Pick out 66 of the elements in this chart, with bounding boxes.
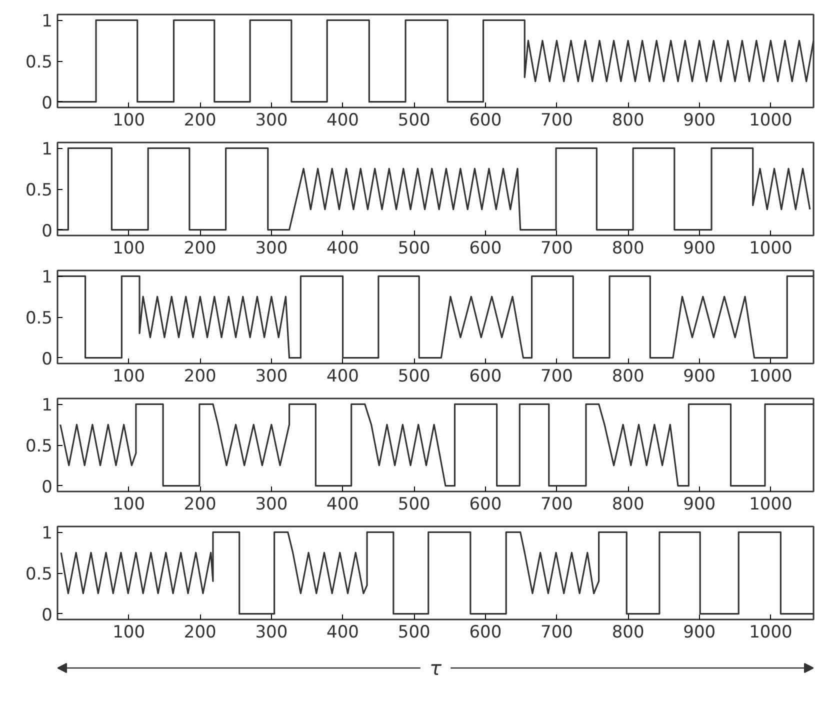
y-tick-label: 0 [42,349,53,370]
x-tick-label: 500 [398,238,430,258]
x-tick-label: 300 [255,110,288,130]
x-tick-label: 800 [612,622,644,642]
x-tick-label: 900 [683,622,716,642]
x-tick-label: 200 [184,238,216,258]
x-tick-label: 1000 [749,622,792,642]
x-tick-label: 400 [326,238,360,258]
y-tick-label: 0.5 [25,436,53,456]
x-tick-label: 800 [612,366,644,386]
x-tick-label: 100 [112,238,146,258]
x-tick-label: 900 [683,494,716,514]
x-tick-label: 200 [184,622,216,642]
x-tick-label: 1000 [749,366,792,386]
x-tick-label: 300 [255,622,288,642]
y-tick-label: 1 [42,12,53,32]
x-tick-label: 200 [184,110,216,130]
x-tick-label: 300 [255,494,288,514]
x-tick-label: 700 [540,110,573,130]
x-tick-label: 500 [398,366,430,386]
x-tick-label: 700 [540,494,573,514]
x-tick-label: 400 [326,110,360,130]
y-tick-label: 0 [42,477,53,498]
y-tick-label: 0.5 [25,52,53,72]
y-tick-label: 0.5 [25,564,53,584]
x-tick-label: 500 [398,110,430,130]
x-tick-label: 500 [398,622,430,642]
y-tick-label: 1 [42,396,53,416]
x-tick-label: 900 [683,238,716,258]
y-tick-label: 1 [42,524,53,544]
y-tick-label: 1 [42,268,53,288]
x-tick-label: 200 [184,494,216,514]
x-tick-label: 600 [469,238,502,258]
x-tick-label: 300 [255,238,288,258]
x-tick-label: 700 [540,238,573,258]
x-tick-label: 800 [612,494,644,514]
x-tick-label: 500 [398,494,430,514]
x-tick-label: 400 [326,494,360,514]
x-tick-label: 100 [112,494,146,514]
x-tick-label: 800 [612,110,644,130]
y-tick-label: 1 [42,140,53,160]
x-tick-label: 400 [326,622,360,642]
y-tick-label: 0.5 [25,308,53,328]
x-tick-label: 700 [540,622,573,642]
x-tick-label: 700 [540,366,573,386]
x-tick-label: 900 [683,366,716,386]
y-tick-label: 0 [42,605,53,626]
x-tick-label: 900 [683,110,716,130]
y-tick-label: 0.5 [25,180,53,200]
x-tick-label: 600 [469,110,502,130]
x-tick-label: 1000 [749,494,792,514]
x-tick-label: 100 [112,110,146,130]
x-tick-label: 100 [112,622,146,642]
x-tick-label: 300 [255,366,288,386]
y-tick-label: 0 [42,221,53,242]
x-tick-label: 600 [469,494,502,514]
x-tick-label: 600 [469,622,502,642]
x-tick-label: 600 [469,366,502,386]
x-tick-label: 1000 [749,110,792,130]
x-tick-label: 400 [326,366,360,386]
x-tick-label: 800 [612,238,644,258]
x-axis-title: τ [429,656,442,680]
x-tick-label: 200 [184,366,216,386]
x-tick-label: 1000 [749,238,792,258]
x-tick-label: 100 [112,366,146,386]
y-tick-label: 0 [42,93,53,114]
